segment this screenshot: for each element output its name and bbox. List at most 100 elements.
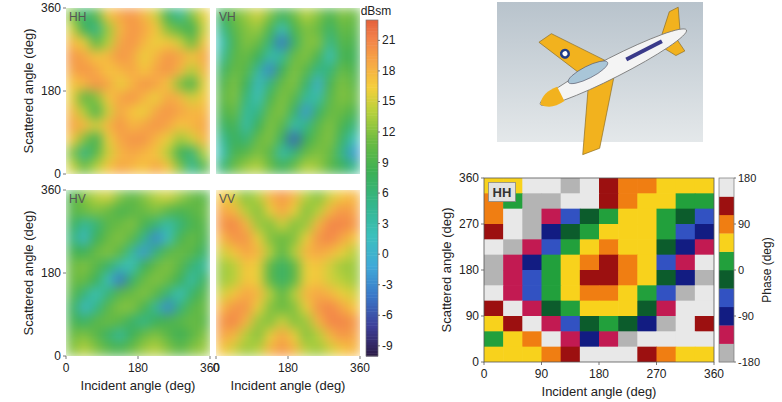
heatmap-cell <box>324 342 337 356</box>
heatmap-cell <box>657 331 677 347</box>
heatmap-cell <box>276 204 289 218</box>
heatmap-cell <box>300 259 313 273</box>
heatmap-cell <box>162 342 175 356</box>
heatmap-cell <box>312 91 325 105</box>
heatmap-cell <box>174 315 187 329</box>
heatmap-cell <box>240 146 253 160</box>
heatmap-cell <box>90 301 103 315</box>
heatmap-cell <box>599 347 619 362</box>
heatmap-cell <box>580 193 600 209</box>
colorbar-tick-label: -6 <box>382 308 393 322</box>
roundel <box>562 50 569 57</box>
heatmap-cell <box>503 224 523 240</box>
heatmap-cell <box>162 315 175 329</box>
heatmap-cell <box>348 328 360 342</box>
heatmap-cell <box>276 287 289 301</box>
heatmap-cell <box>348 273 360 287</box>
heatmap-cell <box>300 287 313 301</box>
heatmap-cell <box>216 328 229 342</box>
heatmap-cell <box>522 270 542 286</box>
heatmap-cell <box>288 204 301 218</box>
heatmap-cell <box>162 8 175 22</box>
heatmap-cell <box>198 232 210 246</box>
heatmap-cell <box>90 133 103 147</box>
heatmap-cell <box>348 50 360 64</box>
heatmap-cell <box>66 301 79 315</box>
y-tick-label: 0 <box>54 167 61 181</box>
y-tick <box>63 190 66 191</box>
heatmap-cell <box>198 218 210 232</box>
y-tick <box>481 178 484 179</box>
heatmap-cell <box>695 193 714 209</box>
heatmap-cell <box>561 347 581 362</box>
y-tick <box>481 270 484 271</box>
heatmap-cell <box>216 36 229 50</box>
heatmap-cell <box>198 133 210 147</box>
colorbar-band <box>719 307 734 326</box>
heatmap-cell <box>300 36 313 50</box>
colorbar-tick <box>734 178 736 179</box>
plot-area <box>66 190 210 356</box>
cells <box>216 190 360 356</box>
heatmap-cell <box>174 190 187 204</box>
heatmap-cell <box>288 22 301 36</box>
heatmap-cell <box>561 193 581 209</box>
heatmap-cell <box>198 160 210 174</box>
heatmap-cell <box>336 273 349 287</box>
y-tick <box>63 91 66 92</box>
heatmap-cell <box>312 218 325 232</box>
heatmap-cell <box>114 133 127 147</box>
heatmap-cell <box>348 91 360 105</box>
heatmap-cell <box>90 8 103 22</box>
heatmap-cell <box>150 63 163 77</box>
heatmap-cell <box>138 342 151 356</box>
heatmap-cell <box>276 232 289 246</box>
heatmap-cell <box>264 259 277 273</box>
heatmap-cell <box>228 36 241 50</box>
heatmap-cell <box>186 259 199 273</box>
heatmap-cell <box>174 232 187 246</box>
heatmap-cell <box>240 36 253 50</box>
y-tick <box>481 316 484 317</box>
colorbar-frame <box>719 178 734 362</box>
heatmap-cell <box>312 315 325 329</box>
heatmap-cell <box>78 245 91 259</box>
heatmap-cell <box>288 301 301 315</box>
heatmap-cell <box>300 342 313 356</box>
heatmap-cell <box>695 209 714 225</box>
heatmap-cell <box>66 119 79 133</box>
heatmap-cell <box>198 105 210 119</box>
heatmap-cell <box>174 63 187 77</box>
heatmap-cell <box>102 63 115 77</box>
heatmap-cell <box>228 328 241 342</box>
heatmap-cell <box>138 119 151 133</box>
heatmap-cell <box>522 209 542 225</box>
heatmap-cell <box>150 50 163 64</box>
heatmap-cell <box>66 91 79 105</box>
heatmap-cell <box>240 245 253 259</box>
colorbar-band <box>719 270 734 289</box>
heatmap-cell <box>522 239 542 255</box>
heatmap-cell <box>150 328 163 342</box>
heatmap-cell <box>542 347 562 362</box>
heatmap-cell <box>90 22 103 36</box>
heatmap-cell <box>162 63 175 77</box>
heatmap-cell <box>252 77 265 91</box>
heatmap-cell <box>102 328 115 342</box>
heatmap-cell <box>126 63 139 77</box>
heatmap-cell <box>637 239 657 255</box>
x-axis-title: Incident angle (deg) <box>542 384 657 399</box>
heatmap-cell <box>126 77 139 91</box>
heatmap-cell <box>240 77 253 91</box>
heatmap-cell <box>580 255 600 271</box>
heatmap-cell <box>150 259 163 273</box>
heatmap-cell <box>695 316 714 332</box>
y-axis-title: Scattered angle (deg) <box>439 207 454 332</box>
heatmap-cell <box>276 77 289 91</box>
heatmap-cell <box>657 285 677 301</box>
heatmap-cell <box>126 133 139 147</box>
heatmap-cell <box>90 119 103 133</box>
heatmap-cell <box>542 209 562 225</box>
heatmap-cell <box>126 204 139 218</box>
heatmap-cell <box>484 331 504 347</box>
